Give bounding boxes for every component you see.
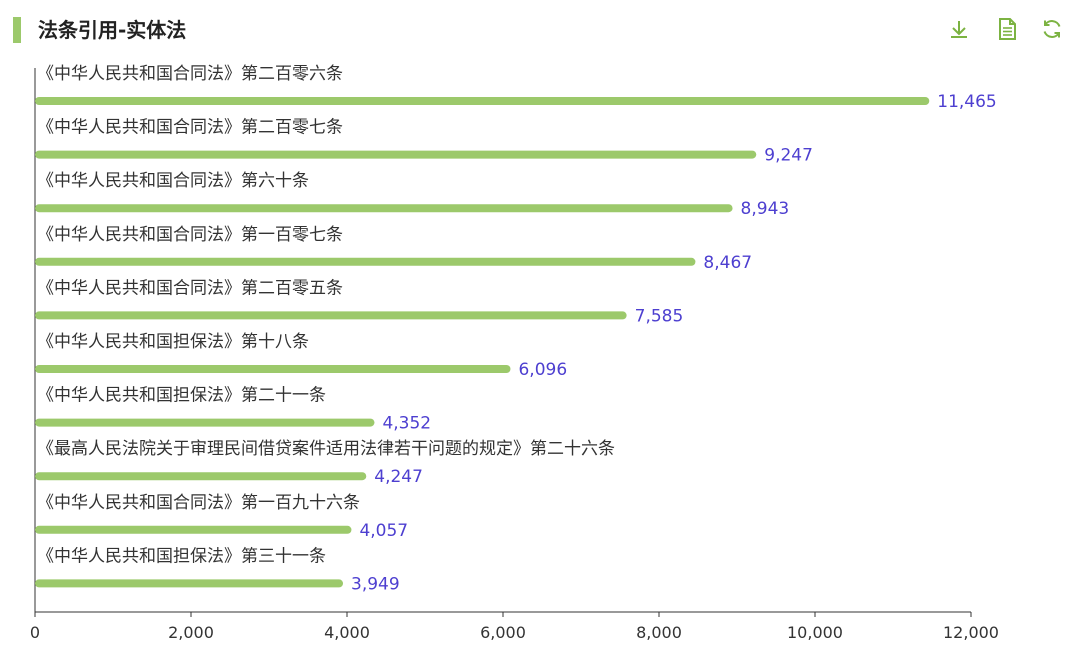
category-label: 《中华人民共和国合同法》第二百零五条	[37, 278, 343, 298]
value-label: 4,352	[382, 414, 431, 434]
category-label: 《中华人民共和国合同法》第二百零六条	[37, 64, 343, 84]
x-tick-label: 8,000	[636, 623, 682, 642]
value-label: 4,247	[374, 467, 423, 487]
category-label: 《中华人民共和国合同法》第六十条	[37, 171, 309, 191]
refresh-icon[interactable]	[1037, 14, 1067, 44]
x-tick-label: 10,000	[787, 623, 843, 642]
value-label: 8,943	[741, 199, 790, 219]
category-label: 《中华人民共和国合同法》第一百九十六条	[37, 493, 360, 513]
x-tick-label: 2,000	[168, 623, 214, 642]
value-label: 9,247	[764, 146, 813, 166]
bar	[35, 257, 696, 266]
x-tick-label: 12,000	[943, 623, 999, 642]
category-label: 《中华人民共和国合同法》第一百零七条	[37, 225, 343, 245]
bar	[35, 525, 352, 534]
value-label: 11,465	[937, 92, 996, 112]
title-accent-bar	[13, 17, 21, 43]
x-tick-label: 0	[30, 623, 40, 642]
chart-header: 法条引用-实体法	[0, 0, 1080, 60]
value-label: 7,585	[635, 306, 684, 326]
document-icon[interactable]	[992, 14, 1022, 44]
category-label: 《中华人民共和国合同法》第二百零七条	[37, 118, 343, 138]
category-label: 《最高人民法院关于审理民间借贷案件适用法律若干问题的规定》第二十六条	[37, 439, 615, 459]
bar	[35, 418, 375, 427]
category-label: 《中华人民共和国担保法》第三十一条	[37, 546, 326, 566]
bar	[35, 365, 511, 373]
category-label: 《中华人民共和国担保法》第十八条	[37, 332, 309, 352]
x-tick-label: 6,000	[480, 623, 526, 642]
bar	[35, 150, 757, 159]
bar	[35, 579, 344, 588]
value-label: 4,057	[359, 521, 408, 541]
category-label: 《中华人民共和国担保法》第二十一条	[37, 386, 326, 406]
value-label: 6,096	[518, 360, 567, 380]
chart-title: 法条引用-实体法	[38, 18, 187, 42]
bar	[35, 472, 367, 481]
bar	[35, 97, 930, 105]
x-tick-label: 4,000	[324, 623, 370, 642]
bar	[35, 311, 627, 320]
bar	[35, 204, 733, 213]
download-icon[interactable]	[944, 14, 974, 44]
value-label: 3,949	[351, 574, 400, 594]
value-label: 8,467	[703, 253, 752, 273]
